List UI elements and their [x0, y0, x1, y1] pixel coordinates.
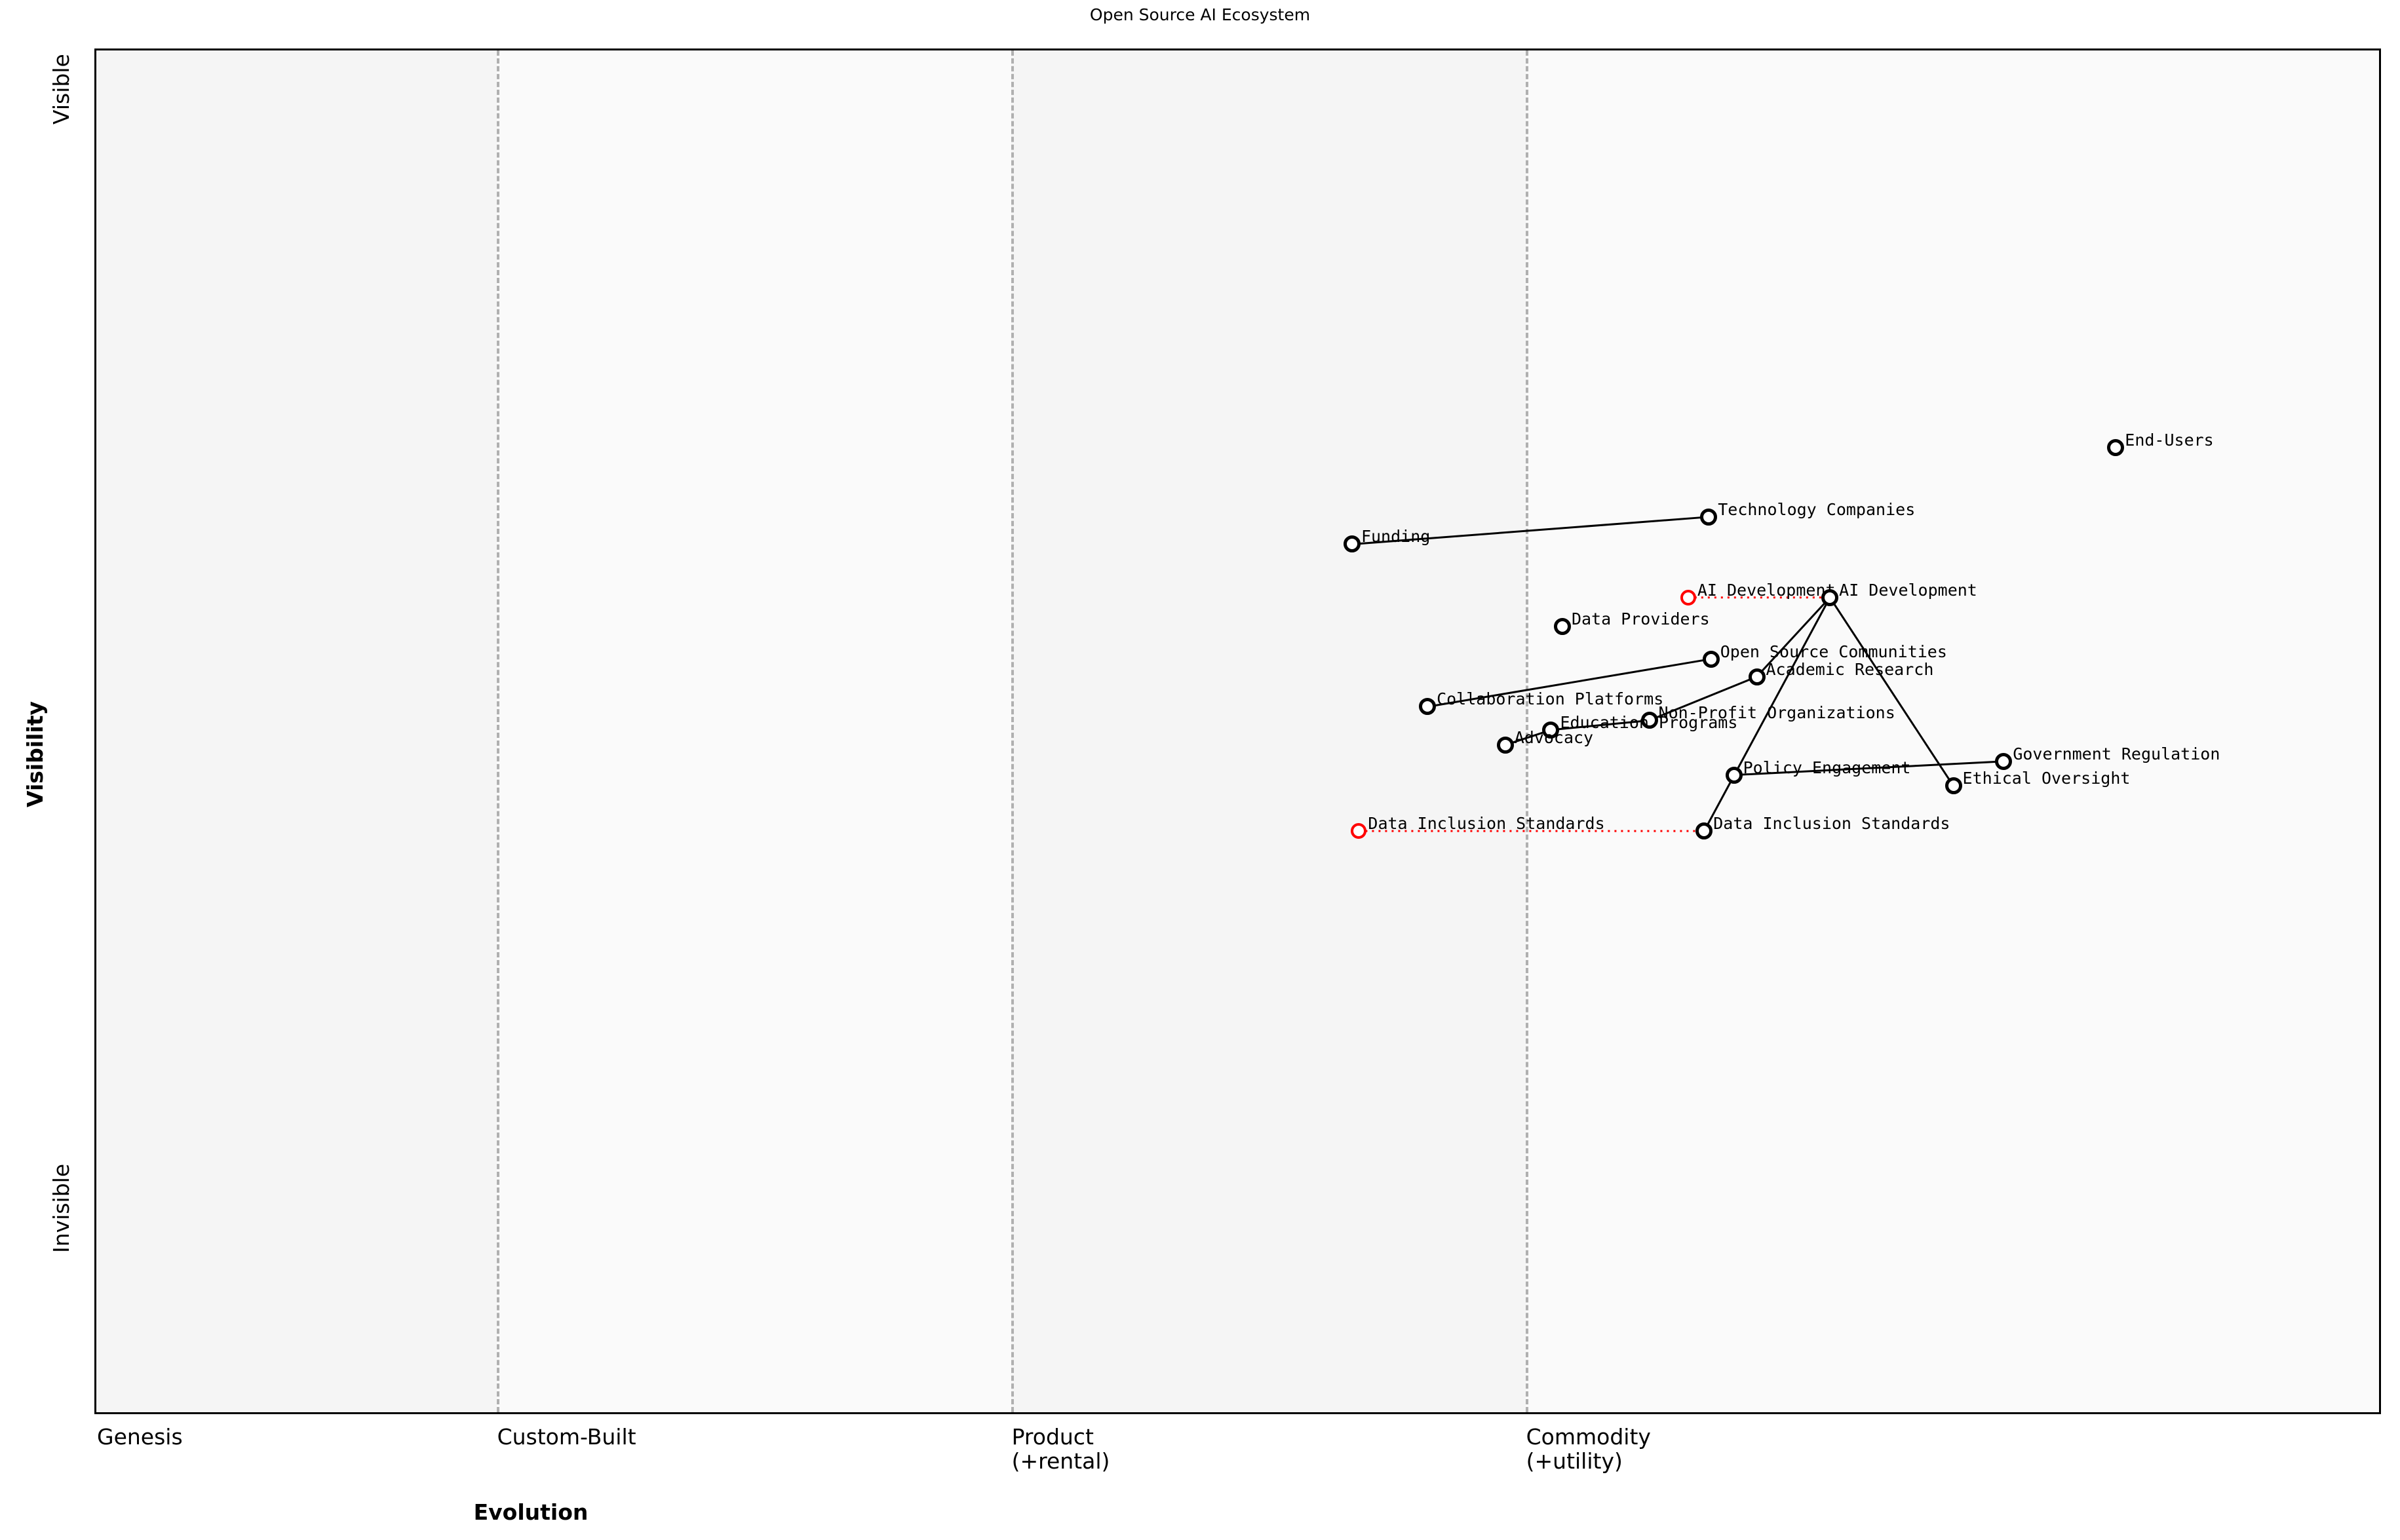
- map-node-label-end-users: End-Users: [2125, 430, 2214, 450]
- evolve-origin-node-label: AI Development: [1697, 580, 1836, 600]
- map-node-funding[interactable]: [1343, 535, 1361, 553]
- map-node-label-advocacy: Advocacy: [1514, 727, 1594, 747]
- evolution-band-0: [96, 50, 497, 1412]
- page-title: Open Source AI Ecosystem: [1089, 5, 1311, 24]
- evolution-tick-genesis: Genesis: [97, 1425, 183, 1450]
- evolve-origin-node-label: Data Inclusion Standards: [1368, 814, 1605, 834]
- evolution-gridline-2: [1011, 50, 1014, 1412]
- evolve-origin-node[interactable]: [1680, 589, 1696, 606]
- map-node-label-data-providers: Data Providers: [1571, 609, 1710, 628]
- evolution-tick-label-primary: Product: [1011, 1424, 1094, 1450]
- plot-area: [94, 48, 2381, 1414]
- evolution-band-1: [496, 50, 1011, 1412]
- evolve-origin-node[interactable]: [1351, 823, 1367, 839]
- evolution-tick-label-secondary: (+utility): [1526, 1448, 1623, 1474]
- map-node-label-policy-engagement: Policy Engagement: [1743, 758, 1911, 777]
- evolution-gridline-1: [496, 50, 499, 1412]
- map-node-academic-research[interactable]: [1748, 668, 1766, 685]
- map-node-data-inclusion-standards[interactable]: [1695, 822, 1713, 840]
- map-node-data-providers[interactable]: [1553, 617, 1571, 635]
- evolution-tick-commodity: Commodity (+utility): [1526, 1425, 1651, 1474]
- map-node-technology-companies[interactable]: [1700, 508, 1718, 526]
- map-node-collaboration-platforms[interactable]: [1419, 698, 1437, 716]
- map-node-label-collaboration-platforms: Collaboration Platforms: [1437, 689, 1664, 709]
- map-node-non-profit-organizations[interactable]: [1640, 712, 1658, 729]
- map-node-label-ethical-oversight: Ethical Oversight: [1962, 769, 2131, 788]
- map-node-end-users[interactable]: [2107, 438, 2125, 456]
- map-node-label-data-inclusion-standards: Data Inclusion Standards: [1713, 814, 1950, 834]
- evolution-tick-label-primary: Custom-Built: [497, 1424, 636, 1450]
- map-node-label-education-programs: Education Programs: [1560, 712, 1738, 732]
- map-node-label-technology-companies: Technology Companies: [1718, 499, 1916, 519]
- map-node-education-programs[interactable]: [1542, 721, 1560, 739]
- evolution-band-2: [1011, 50, 1526, 1412]
- map-node-label-funding: Funding: [1361, 527, 1431, 547]
- map-node-label-academic-research: Academic Research: [1766, 659, 1934, 679]
- map-node-ai-development[interactable]: [1821, 588, 1839, 606]
- evolution-tick-product: Product (+rental): [1012, 1425, 1110, 1474]
- evolution-tick-custom-built: Custom-Built: [497, 1425, 636, 1450]
- evolution-tick-label-primary: Genesis: [97, 1424, 183, 1450]
- map-node-government-regulation[interactable]: [1995, 752, 2013, 770]
- map-node-ethical-oversight[interactable]: [1945, 777, 1962, 795]
- visibility-tick-visible: Visible: [48, 54, 74, 125]
- visibility-tick-invisible: Invisible: [48, 1163, 74, 1253]
- map-node-policy-engagement[interactable]: [1725, 766, 1743, 784]
- evolution-axis-title: Evolution: [473, 1499, 589, 1525]
- evolution-tick-label-secondary: (+rental): [1011, 1448, 1110, 1474]
- map-node-label-non-profit-organizations: Non-Profit Organizations: [1658, 703, 1895, 723]
- map-node-open-source-communities[interactable]: [1702, 650, 1720, 668]
- map-node-label-government-regulation: Government Regulation: [2013, 744, 2220, 763]
- map-node-label-ai-development: AI Development: [1839, 580, 1977, 600]
- evolution-tick-label-primary: Commodity: [1526, 1424, 1651, 1450]
- map-node-label-open-source-communities: Open Source Communities: [1720, 642, 1947, 661]
- visibility-axis-title: Visibility: [22, 701, 48, 807]
- map-node-advocacy[interactable]: [1496, 736, 1514, 754]
